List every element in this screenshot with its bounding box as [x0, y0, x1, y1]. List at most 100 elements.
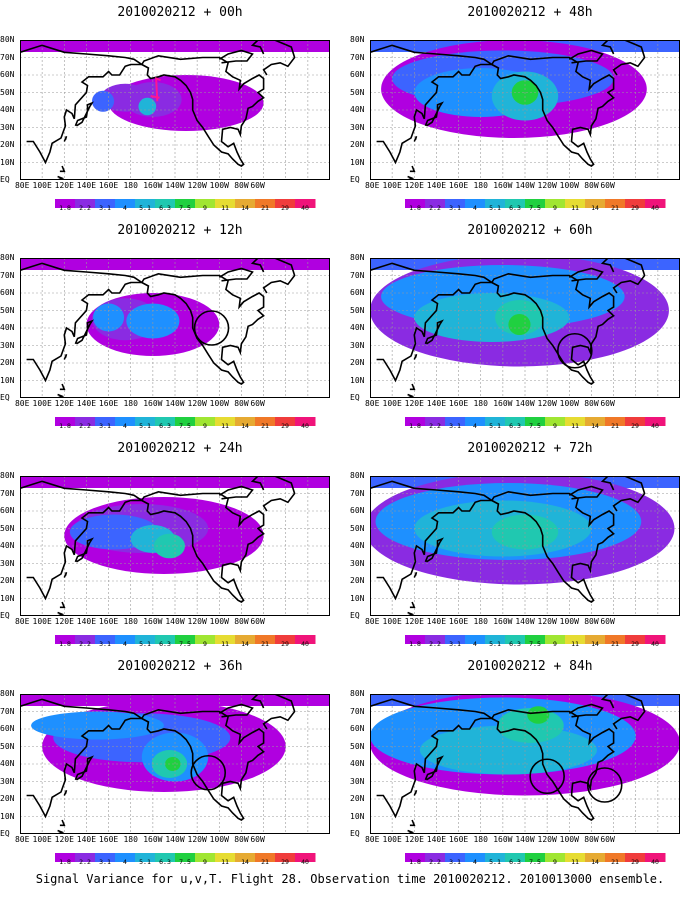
lon-label: 160E: [98, 181, 119, 190]
lat-label: 70N: [350, 52, 365, 62]
colorbar-swatch: [525, 199, 546, 208]
colorbar-swatch: [215, 853, 236, 862]
colorbar-label: 21: [261, 422, 269, 430]
lat-label: EQ: [0, 829, 10, 838]
colorbar-label: 1.8: [59, 640, 71, 648]
colorbar-label: 14: [241, 204, 249, 212]
colorbar-label: 3.1: [99, 640, 111, 648]
lon-label: 100E: [382, 399, 402, 408]
lat-label: 10N: [0, 157, 15, 167]
colorbar-label: 14: [241, 640, 249, 648]
lat-label: 50N: [350, 523, 365, 533]
colorbar-label: 1.8: [59, 422, 71, 430]
colorbar-label: 29: [281, 204, 289, 212]
coastline-2: [424, 319, 444, 345]
colorbar-swatch: [55, 853, 76, 862]
colorbar-label: 1.8: [59, 858, 71, 866]
lat-label: 40N: [350, 759, 365, 768]
lon-label: 80E: [364, 617, 380, 626]
colorbar-svg: [55, 417, 316, 426]
coastline-1: [491, 708, 615, 821]
lon-label: 60W: [600, 181, 615, 190]
colorbar-label: 11: [571, 204, 579, 212]
lon-label: 120E: [404, 399, 424, 408]
colorbar-label: 2.2: [79, 640, 91, 648]
colorbar-swatch: [645, 853, 666, 862]
figure-caption: Signal Variance for u,v,T. Flight 28. Ob…: [35, 872, 665, 886]
colorbar-label: 11: [571, 858, 579, 866]
lon-label: 140W: [165, 181, 185, 190]
colorbar-swatch: [75, 635, 96, 644]
colorbar-label: 4: [123, 204, 127, 212]
colorbar-swatch: [405, 853, 426, 862]
colorbar-swatch: [505, 417, 526, 426]
lat-label: 60N: [350, 70, 365, 79]
colorbar: 1.8 2.2 3.1 4 5.1 6.3 7.5 9 11 14 21 29 40: [55, 630, 317, 649]
colorbar-swatch: [485, 417, 506, 426]
lon-label: 120W: [187, 181, 207, 190]
coastline-5: [63, 571, 68, 578]
observation-circle: [529, 758, 565, 795]
colorbar-swatch: [295, 635, 316, 644]
lat-label: 50N: [0, 741, 15, 751]
lat-label: EQ: [0, 175, 10, 184]
map-area: [20, 476, 330, 616]
lat-label: 70N: [350, 488, 365, 498]
colorbar-label: 5.1: [139, 204, 151, 212]
colorbar-swatch: [115, 635, 136, 644]
lon-label: 120E: [54, 399, 74, 408]
coastline-1: [141, 54, 265, 167]
lon-label: 120E: [54, 617, 74, 626]
colorbar-label: 4: [473, 422, 477, 430]
lon-label: 80E: [364, 399, 380, 408]
lat-label: 30N: [350, 558, 365, 568]
variance-shading: [126, 303, 180, 339]
lon-label: 180: [473, 835, 488, 844]
coastline-3: [600, 40, 646, 76]
lat-label: 50N: [0, 523, 15, 533]
colorbar-swatch: [175, 417, 196, 426]
lat-label: 40N: [350, 105, 365, 114]
coastline-6: [409, 383, 416, 391]
lon-label: 160E: [448, 181, 469, 190]
lon-label: 140E: [426, 181, 447, 190]
colorbar: 1.8 2.2 3.1 4 5.1 6.3 7.5 9 11 14 21 29 40: [405, 194, 667, 213]
lat-label: 50N: [350, 741, 365, 751]
lon-label: 160E: [98, 835, 119, 844]
colorbar-swatch: [215, 417, 236, 426]
colorbar-swatch: [295, 199, 316, 208]
colorbar-label: 7.5: [179, 640, 191, 648]
coastline-0: [20, 480, 145, 601]
lon-label: 100W: [559, 399, 579, 408]
coastline-5: [413, 135, 418, 142]
lon-label: 140W: [515, 181, 535, 190]
lat-label: 60N: [350, 724, 365, 733]
lat-label: 40N: [0, 105, 15, 114]
coastline-0: [370, 698, 495, 819]
colorbar-label: 5.1: [489, 858, 501, 866]
panel-title: 2010020212 + 48h: [467, 5, 593, 20]
colorbar-label: 9: [553, 858, 557, 866]
lat-label: 60N: [0, 724, 15, 733]
coastline-4: [568, 49, 604, 64]
colorbar-swatch: [115, 199, 136, 208]
lon-label: 80W: [234, 399, 249, 408]
coastline-0: [20, 44, 145, 165]
lat-label: EQ: [350, 611, 360, 620]
colorbar-svg: [55, 199, 316, 208]
colorbar-label: 1.8: [59, 204, 71, 212]
map-svg: [370, 694, 680, 834]
lon-label: 160W: [143, 617, 163, 626]
lat-label: EQ: [0, 393, 10, 402]
colorbar-label: 40: [651, 640, 659, 648]
lat-label: 60N: [0, 506, 15, 515]
colorbar-swatch: [255, 853, 276, 862]
colorbar-label: 11: [221, 422, 229, 430]
lon-label: 180: [473, 399, 488, 408]
colorbar-swatch: [405, 417, 426, 426]
coastline-4: [218, 703, 254, 718]
coastline-1: [141, 490, 265, 603]
colorbar-swatch: [485, 199, 506, 208]
coastline-2: [74, 101, 94, 127]
lat-label: 30N: [350, 776, 365, 786]
